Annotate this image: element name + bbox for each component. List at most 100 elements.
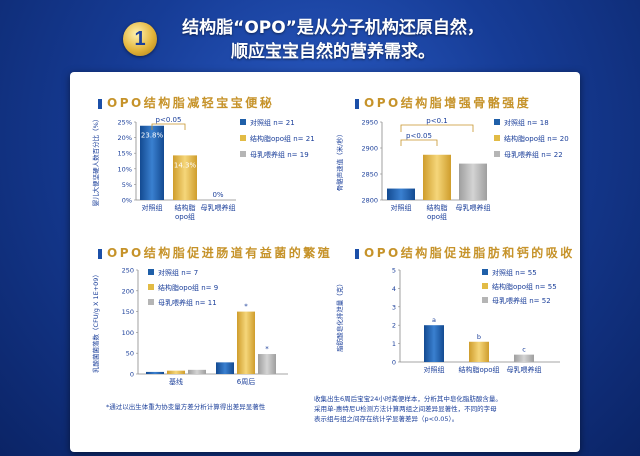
c4-ytick-label: 2 (392, 322, 396, 330)
c2-ytick-label: 2800 (361, 197, 378, 205)
panel3-footnote: *通过以出生体重为协变量方差分析计算得出差异显著性 (106, 403, 266, 411)
c3-ytick-label: 0 (130, 371, 134, 379)
c2-category-label: 母乳喂养组 (456, 203, 491, 212)
c3-legend-swatch (148, 284, 154, 290)
c1-legend-swatch (240, 151, 246, 157)
c3-legend-label: 对照组 n= 7 (158, 268, 198, 277)
c1-legend-label: 结构脂opo组 n= 21 (250, 134, 315, 143)
c1-ytick-label: 5% (122, 181, 132, 189)
c3-legend-label: 母乳喂养组 n= 11 (158, 298, 217, 307)
c2-bar (387, 188, 415, 200)
c3-bar (146, 371, 164, 374)
c4-legend-label: 结构脂opo组 n= 55 (492, 282, 557, 291)
c1-bar (173, 155, 197, 200)
c4-category-label: 对照组 (424, 365, 445, 374)
c3-ytick-label: 200 (122, 287, 134, 295)
c1-legend-swatch (240, 119, 246, 125)
panel2-title: OPO结构脂增强骨骼强度 (355, 94, 531, 111)
c1-bar (140, 125, 164, 200)
c3-sig-marker: * (244, 303, 248, 311)
c3-sig-marker: * (265, 345, 269, 353)
panel3-title: OPO结构脂促进肠道有益菌的繁殖 (98, 244, 332, 261)
c4-legend-swatch (482, 297, 488, 303)
c2-ylabel: 骨骼声速值（米/秒） (335, 131, 344, 192)
c3-legend-label: 结构脂opo组 n= 9 (158, 283, 218, 292)
c4-legend-label: 母乳喂养组 n= 52 (492, 296, 551, 305)
chart-fat-calcium: 0 1 2 3 4 5 脂肪酸皂化排泄量（克） a 对照组 b 结构脂opo组 c 母乳喂养组 对照组 n… (335, 267, 560, 374)
c4-ytick-label: 3 (392, 303, 396, 311)
c4-legend-swatch (482, 283, 488, 289)
c1-category-label: 结构脂 (175, 203, 196, 212)
c1-category-label: 对照组 (142, 203, 163, 212)
c1-category-label: 母乳喂养组 (201, 203, 236, 212)
c2-legend-swatch (494, 135, 500, 141)
c3-ytick-label: 150 (122, 308, 134, 316)
step-number-badge: 1 (123, 22, 157, 56)
c3-category-label: 6周后 (237, 377, 255, 386)
c1-legend-swatch (240, 135, 246, 141)
panel4-title: OPO结构脂促进脂肪和钙的吸收 (355, 244, 575, 261)
c2-category-label: 结构脂 (427, 203, 448, 212)
c1-ytick-label: 0% (122, 197, 132, 205)
c2-category-label: 对照组 (391, 203, 412, 212)
c4-ytick-label: 0 (392, 359, 396, 367)
c3-bar (167, 370, 185, 374)
c1-data-label: 14.3% (174, 161, 197, 169)
paper-card: OPO结构脂减轻宝宝便秘 OPO结构脂增强骨骼强度 OPO结构脂促进肠道有益菌的… (70, 72, 580, 452)
c2-ytick-label: 2950 (361, 119, 378, 127)
c1-annotation: p<0.05 (156, 116, 182, 124)
panel1-title: OPO结构脂减轻宝宝便秘 (98, 94, 274, 111)
c2-legend-swatch (494, 119, 500, 125)
c3-bar (188, 369, 206, 374)
c1-ylabel: 婴儿大便坚硬人数百分比（%） (91, 116, 100, 207)
c4-ytick-label: 1 (392, 340, 396, 348)
c1-ytick-label: 15% (118, 150, 132, 158)
headline-line-1: 结构脂“OPO”是从分子机构还原自然， (182, 18, 484, 38)
c4-category-label: 母乳喂养组 (507, 365, 542, 374)
chart-lactobacillus: 0 50 100 150 200 250 乳酸菌菌落数（CFU/g X 1E+09） 基线 6周… (91, 267, 288, 386)
c4-ytick-label: 4 (392, 285, 396, 293)
c3-bar (216, 362, 234, 374)
c2-category-label: opo组 (427, 212, 447, 221)
c4-bar (514, 354, 534, 362)
c2-legend-swatch (494, 151, 500, 157)
chart-bone-speed: 2800 2850 2900 2950 骨骼声速值（米/秒） p<0.1 p<0.05 对照组… (335, 117, 569, 221)
c1-ytick-label: 10% (118, 165, 132, 173)
panel4-footnote: 收集出生6周后宝宝24小时粪便样本，分析其中皂化脂肪酸含量。 采用单-惠特尼U检… (314, 395, 502, 423)
c3-ytick-label: 100 (122, 329, 134, 337)
headline-line-2: 顺应宝宝自然的营养需求。 (231, 42, 435, 62)
chart-constipation: 0% 5% 10% 15% 20% 25% 婴儿大便坚硬人数百分比（%） 23.8% 14.3%… (91, 116, 315, 221)
c2-annotation: p<0.1 (426, 117, 447, 125)
c4-bar (469, 341, 489, 362)
c2-bar (459, 163, 487, 200)
c1-data-label: 0% (212, 191, 223, 199)
c3-ylabel: 乳酸菌菌落数（CFU/g X 1E+09） (91, 271, 100, 373)
c3-legend-swatch (148, 299, 154, 305)
c4-bar (424, 325, 444, 362)
c4-category-label: 结构脂opo组 (458, 365, 499, 374)
c2-sig-bracket (400, 139, 438, 146)
c2-ytick-label: 2850 (361, 171, 378, 179)
c1-sig-bracket (151, 123, 186, 130)
c4-legend-swatch (482, 269, 488, 275)
c3-bar (258, 354, 276, 374)
c2-ytick-label: 2900 (361, 145, 378, 153)
c3-legend-swatch (148, 269, 154, 275)
c2-bar (423, 154, 451, 200)
c2-legend-label: 母乳喂养组 n= 22 (504, 150, 563, 159)
c2-legend-label: 结构脂opo组 n= 20 (504, 134, 569, 143)
c3-category-label: 基线 (169, 377, 183, 386)
c4-letter: c (522, 346, 526, 354)
c4-legend-label: 对照组 n= 55 (492, 268, 537, 277)
c1-data-label: 23.8% (141, 132, 164, 140)
c2-legend-label: 对照组 n= 18 (504, 118, 549, 127)
c3-bar (237, 311, 255, 374)
c4-ylabel: 脂肪酸皂化排泄量（克） (335, 280, 344, 352)
c4-letter: a (432, 316, 436, 324)
c4-ytick-label: 5 (392, 267, 396, 275)
c3-ytick-label: 50 (126, 350, 134, 358)
headline: 结构脂“OPO”是从分子机构还原自然， 顺应宝宝自然的营养需求。 (168, 16, 498, 64)
c1-legend-label: 母乳喂养组 n= 19 (250, 150, 309, 159)
c1-ytick-label: 25% (118, 119, 132, 127)
c1-ytick-label: 20% (118, 134, 132, 142)
